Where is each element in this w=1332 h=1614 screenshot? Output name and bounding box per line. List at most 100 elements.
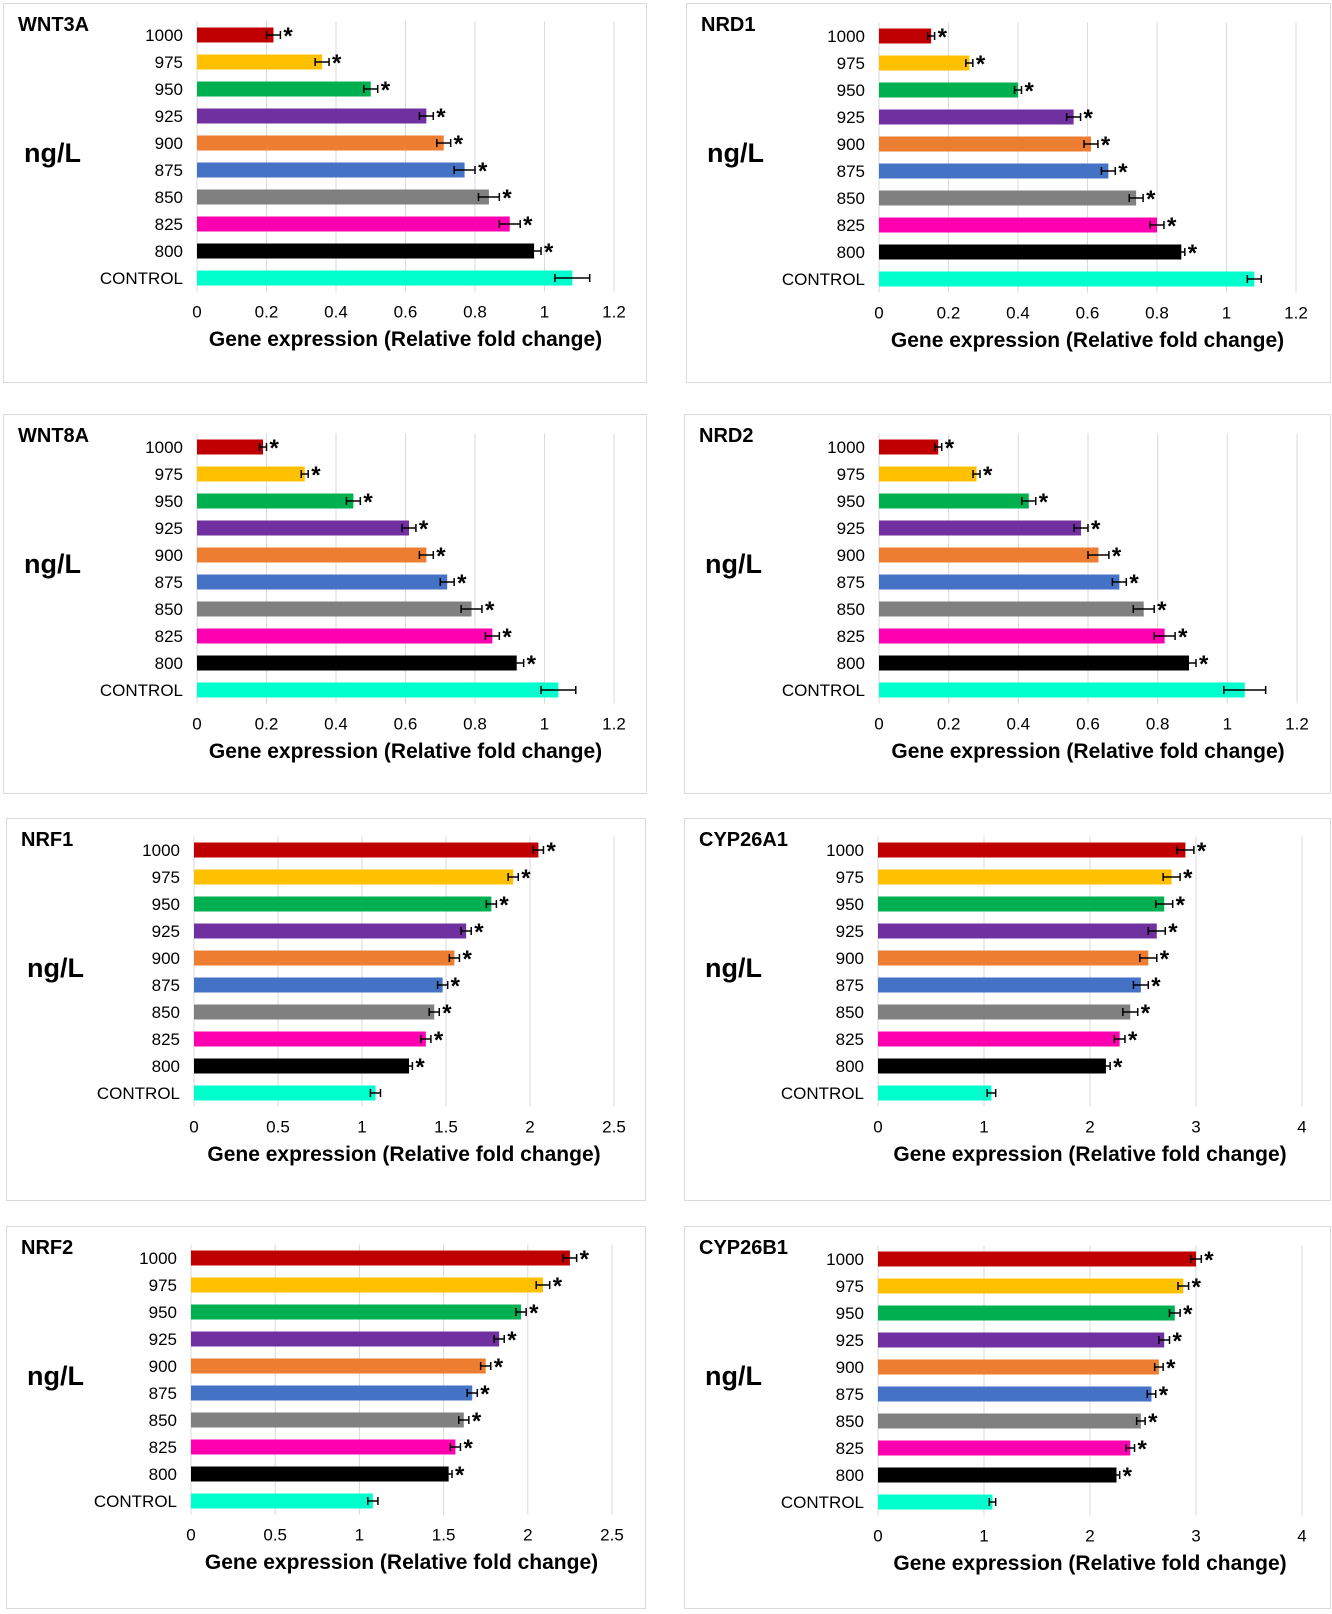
significance-marker: * — [1167, 213, 1177, 240]
bar — [197, 547, 427, 563]
significance-marker: * — [454, 131, 464, 158]
category-label: 800 — [155, 242, 183, 261]
x-tick-label: 0.4 — [324, 715, 348, 734]
y-axis-title: ng/L — [705, 953, 762, 983]
significance-marker: * — [457, 570, 467, 597]
category-label: 975 — [836, 1277, 864, 1296]
x-tick-label: 4 — [1297, 1118, 1306, 1137]
x-tick-label: 0.2 — [937, 715, 961, 734]
bar — [197, 108, 427, 124]
bar-chart-svg: 0 0.2 0.4 0.6 0.8 1 1.2 1000 * 975 * 950 * 925 * 900 * 87… — [100, 21, 626, 322]
x-tick-label: 0.4 — [1007, 715, 1031, 734]
x-tick-label: 2.5 — [600, 1526, 624, 1545]
significance-marker: * — [480, 1381, 490, 1408]
category-label: 825 — [149, 1438, 177, 1457]
bar — [194, 896, 492, 912]
significance-marker: * — [463, 1435, 473, 1462]
x-tick-label: 1.2 — [1285, 715, 1309, 734]
x-tick-label: 1 — [355, 1526, 364, 1545]
x-axis-title: Gene expression (Relative fold change) — [204, 1550, 599, 1574]
significance-marker: * — [462, 946, 472, 973]
bar — [197, 520, 409, 536]
category-label: 850 — [837, 189, 865, 208]
bar — [879, 682, 1245, 698]
significance-marker: * — [1159, 1382, 1169, 1409]
category-label: 950 — [836, 1304, 864, 1323]
significance-marker: * — [283, 23, 293, 50]
x-tick-label: 1 — [979, 1527, 988, 1546]
significance-marker: * — [1146, 186, 1156, 213]
bar — [191, 1493, 373, 1509]
x-tick-label: 0.8 — [463, 715, 487, 734]
significance-marker: * — [945, 435, 955, 462]
gene-title: NRD1 — [701, 14, 756, 36]
y-axis-title: ng/L — [705, 549, 762, 579]
x-tick-label: 1.5 — [432, 1526, 456, 1545]
x-tick-label: 0.5 — [263, 1526, 287, 1545]
bar — [197, 270, 573, 286]
category-label: 850 — [149, 1411, 177, 1430]
category-label: 1000 — [826, 1250, 864, 1269]
category-label: 950 — [152, 895, 180, 914]
significance-marker: * — [442, 1000, 452, 1027]
significance-marker: * — [1091, 516, 1101, 543]
bar — [879, 217, 1157, 233]
significance-marker: * — [1151, 973, 1161, 1000]
category-label: 950 — [837, 492, 865, 511]
bar — [878, 1467, 1117, 1483]
category-label: 1000 — [145, 26, 183, 45]
gene-title: WNT8A — [18, 425, 90, 447]
category-label: 1000 — [827, 438, 865, 457]
significance-marker: * — [1129, 570, 1139, 597]
x-axis-title: Gene expression (Relative fold change) — [208, 327, 603, 351]
category-label: 975 — [152, 868, 180, 887]
bar — [194, 950, 455, 966]
x-tick-label: 0.4 — [324, 303, 348, 322]
significance-marker: * — [474, 919, 484, 946]
gene-title: WNT3A — [18, 14, 90, 36]
bar — [879, 271, 1255, 287]
bar — [197, 466, 305, 482]
bar — [194, 1004, 435, 1020]
bar-chart-svg: 0 1 2 3 4 1000 * 975 * 950 * 925 * 900 * 875 * 850 * 825 * 80… — [781, 836, 1307, 1137]
x-tick-label: 1 — [357, 1118, 366, 1137]
bar — [197, 439, 264, 455]
bar — [194, 977, 443, 993]
category-label: 825 — [155, 215, 183, 234]
x-tick-label: 2 — [1085, 1527, 1094, 1546]
chart-panel-nrd2: 0 0.2 0.4 0.6 0.8 1 1.2 1000 * 975 * 950 * 925 * 900 * 87… — [684, 414, 1331, 794]
category-label: 925 — [152, 922, 180, 941]
bar — [878, 1440, 1131, 1456]
significance-marker: * — [363, 489, 373, 516]
significance-marker: * — [1024, 78, 1034, 105]
significance-marker: * — [1157, 597, 1167, 624]
significance-marker: * — [976, 51, 986, 78]
bar — [197, 682, 559, 698]
category-label: 875 — [149, 1384, 177, 1403]
bar — [191, 1439, 456, 1455]
category-label: CONTROL — [781, 1493, 864, 1512]
bar — [878, 923, 1157, 939]
category-label: 875 — [837, 573, 865, 592]
significance-marker: * — [1039, 489, 1049, 516]
significance-marker: * — [1128, 1027, 1138, 1054]
chart-panel-wnt3a: 0 0.2 0.4 0.6 0.8 1 1.2 1000 * 975 * 950 * 925 * 900 * 87… — [3, 3, 647, 383]
bar — [879, 439, 939, 455]
x-tick-label: 0.4 — [1006, 304, 1030, 323]
x-tick-label: 0.2 — [937, 304, 961, 323]
bar — [879, 82, 1018, 98]
x-tick-label: 0 — [186, 1526, 195, 1545]
x-tick-label: 1.5 — [434, 1118, 458, 1137]
bar — [194, 923, 467, 939]
bar — [879, 136, 1091, 152]
x-axis-title: Gene expression (Relative fold change) — [208, 739, 603, 763]
bar — [878, 1413, 1141, 1429]
category-label: 1000 — [826, 841, 864, 860]
bar-chart-svg: 0 0.2 0.4 0.6 0.8 1 1.2 1000 * 975 * 950 * 925 * 900 * 87… — [782, 433, 1309, 734]
bar — [878, 1251, 1196, 1267]
x-axis-title: Gene expression (Relative fold change) — [893, 1551, 1287, 1575]
bar — [878, 1278, 1184, 1294]
bar — [879, 547, 1099, 563]
significance-marker: * — [332, 50, 342, 77]
category-label: 900 — [836, 949, 864, 968]
